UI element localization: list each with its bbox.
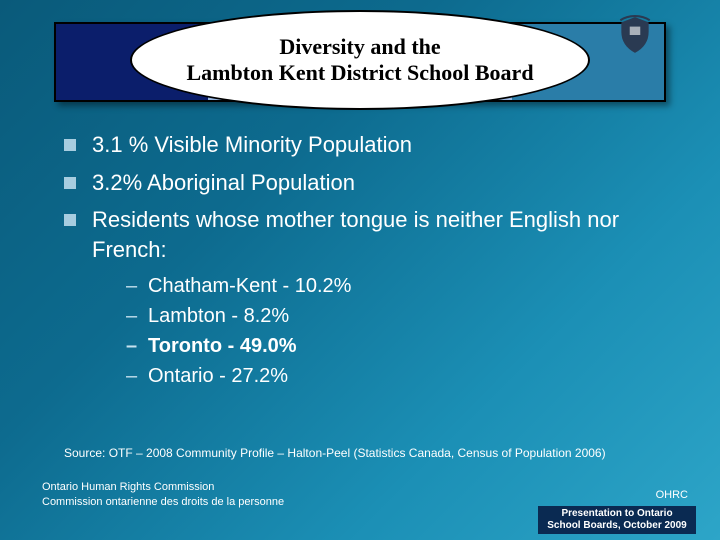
bullet-list: 3.1 % Visible Minority Population 3.2% A… — [64, 130, 670, 391]
slide-footer: Ontario Human Rights Commission Commissi… — [0, 484, 720, 540]
title-line-1: Diversity and the — [279, 34, 440, 60]
bullet-item: 3.1 % Visible Minority Population — [64, 130, 670, 160]
footer-left: Ontario Human Rights Commission Commissi… — [42, 480, 284, 510]
bullet-text: Residents whose mother tongue is neither… — [92, 207, 619, 262]
sub-bullet-item: Toronto - 49.0% — [126, 331, 670, 361]
sub-bullet-item: Ontario - 27.2% — [126, 361, 670, 391]
slide-content: 3.1 % Visible Minority Population 3.2% A… — [64, 130, 670, 399]
ontario-crest-icon — [614, 14, 656, 56]
title-line-2: Lambton Kent District School Board — [186, 60, 533, 86]
sub-bullet-item: Chatham-Kent - 10.2% — [126, 271, 670, 301]
sub-bullet-item: Lambton - 8.2% — [126, 301, 670, 331]
footer-presentation-box: Presentation to Ontario School Boards, O… — [538, 506, 696, 534]
title-banner: Diversity and the Lambton Kent District … — [54, 22, 666, 102]
bullet-item: Residents whose mother tongue is neither… — [64, 205, 670, 390]
footer-org-fr: Commission ontarienne des droits de la p… — [42, 495, 284, 510]
footer-org-en: Ontario Human Rights Commission — [42, 480, 284, 495]
title-oval: Diversity and the Lambton Kent District … — [130, 10, 590, 110]
footer-acronym: OHRC — [656, 489, 688, 501]
bullet-item: 3.2% Aboriginal Population — [64, 168, 670, 198]
source-citation: Source: OTF – 2008 Community Profile – H… — [64, 446, 606, 460]
sub-bullet-list: Chatham-Kent - 10.2% Lambton - 8.2% Toro… — [126, 271, 670, 391]
